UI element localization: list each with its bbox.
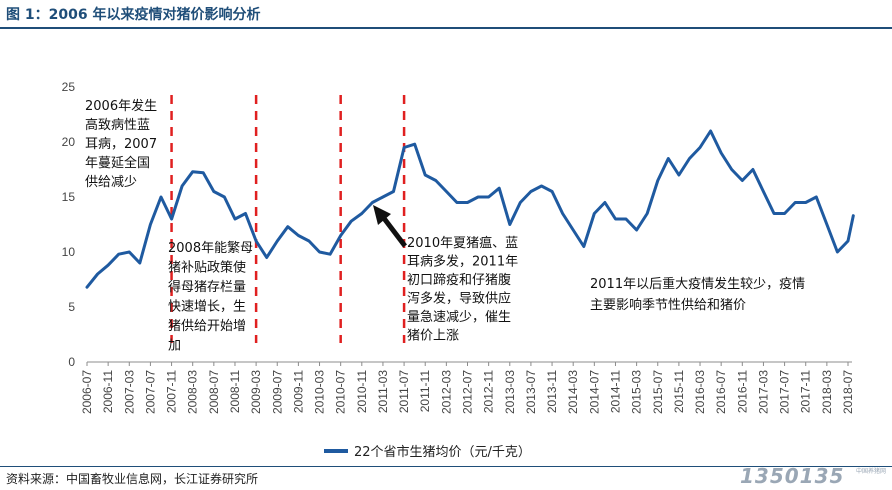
x-tick-label: 2018-03: [820, 370, 834, 414]
x-axis: 2006-07 2006-11 2007-03 2007-07 2007-11 2008-…: [80, 361, 855, 414]
annotation-text: 2011年以后重大疫情发生较少，疫情: [590, 276, 805, 292]
legend-label: 22个省市生猪均价（元/千克）: [354, 444, 531, 460]
x-tick-label: 2007-11: [165, 370, 179, 413]
x-tick-label: 2013-07: [524, 370, 538, 414]
x-tick-label: 2015-03: [630, 370, 644, 414]
y-tick-label: 20: [62, 135, 76, 149]
x-tick-label: 2008-03: [186, 370, 200, 414]
annotation-text: 年蔓延全国: [85, 155, 150, 171]
x-tick-label: 2009-03: [249, 370, 263, 414]
x-tick-label: 2007-07: [143, 370, 157, 414]
series-line: [85, 129, 855, 289]
watermark-sub: 中国养猪网: [856, 468, 887, 475]
x-tick-label: 2006-11: [101, 370, 115, 413]
source-rule: [0, 466, 892, 467]
annotation-text: 初口蹄疫和仔猪腹: [407, 272, 511, 288]
annotation-text: 快速增长，生: [168, 300, 246, 315]
annotation-text: 供给减少: [85, 175, 137, 190]
y-tick-label: 15: [62, 190, 76, 204]
annotation-text: 猪补贴政策使: [168, 260, 246, 276]
x-tick-label: 2011-07: [397, 370, 411, 413]
annotation-text: 耳病，2007: [85, 137, 157, 152]
x-tick-label: 2010-03: [313, 370, 327, 414]
legend: 22个省市生猪均价（元/千克）: [324, 444, 531, 460]
x-tick-label: 2017-03: [756, 370, 770, 414]
x-tick-label: 2010-11: [355, 370, 369, 413]
annotation-text: 耳病多发，2011年: [407, 254, 518, 270]
x-tick-label: 2008-11: [228, 370, 242, 413]
x-tick-label: 2013-03: [503, 370, 517, 414]
x-tick-label: 2017-11: [799, 370, 813, 413]
annotation-text: 加: [168, 339, 181, 354]
x-tick-label: 2014-11: [608, 370, 622, 413]
x-tick-label: 2014-03: [566, 370, 580, 414]
x-tick-label: 2010-07: [334, 370, 348, 414]
x-tick-label: 2016-03: [693, 370, 707, 414]
annotation-text: 主要影响季节性供给和猪价: [590, 297, 746, 313]
x-tick-label: 2012-07: [461, 370, 475, 414]
x-tick-label: 2016-07: [714, 370, 728, 414]
x-tick-label: 2015-07: [651, 370, 665, 414]
y-tick-label: 25: [62, 80, 76, 94]
x-tick-label: 2018-07: [841, 370, 855, 414]
source-note: 资料来源：中国畜牧业信息网，长江证券研究所: [6, 472, 259, 486]
annotation-text: 得母猪存栏量: [168, 279, 246, 295]
annotation-text: 猪价上涨: [407, 329, 459, 344]
y-tick-label: 0: [68, 355, 75, 369]
series-layer: [85, 129, 855, 289]
figure-title: 图 1：2006 年以来疫情对猪价影响分析: [6, 7, 261, 23]
watermark-logo: 1350135: [740, 464, 845, 488]
annotation-text: 猪供给开始增: [168, 319, 246, 334]
x-tick-label: 2017-07: [778, 370, 792, 414]
x-tick-label: 2009-07: [270, 370, 284, 414]
x-tick-label: 2008-07: [207, 370, 221, 414]
annotation-text: 2010年夏猪瘟、蓝: [407, 235, 518, 251]
annotation-arrow: [381, 215, 407, 248]
title-rule: [0, 27, 892, 29]
x-tick-label: 2011-03: [376, 370, 390, 413]
x-tick-label: 2012-03: [439, 370, 453, 414]
x-tick-label: 2006-07: [80, 370, 94, 414]
annotation-text: 高致病性蓝: [85, 117, 150, 133]
annotation-arrowhead: [373, 205, 391, 225]
x-tick-label: 2016-11: [735, 370, 749, 413]
x-tick-label: 2009-11: [291, 370, 305, 413]
x-tick-label: 2014-07: [587, 370, 601, 414]
annotation-text: 泻多发，导致供应: [407, 291, 511, 307]
x-tick-label: 2012-11: [482, 370, 496, 413]
x-tick-label: 2013-11: [545, 370, 559, 413]
x-tick-label: 2007-03: [122, 370, 136, 414]
y-tick-label: 5: [68, 300, 75, 314]
annotation-text: 2006年发生: [85, 98, 157, 114]
y-axis: 0 5 10 15 20 25: [62, 80, 76, 369]
annotation-text: 量急速减少，催生: [407, 310, 511, 325]
annotation-text: 2008年能繁母: [168, 240, 253, 256]
x-tick-label: 2011-11: [418, 370, 432, 413]
x-tick-label: 2015-11: [672, 370, 686, 413]
y-tick-label: 10: [62, 245, 76, 259]
